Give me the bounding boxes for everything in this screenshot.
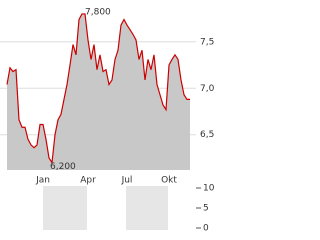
quarter-band <box>126 186 168 230</box>
quarter-band <box>43 186 87 230</box>
y-tick-label: 7,0 <box>200 84 215 94</box>
x-tick-label: Jan <box>35 176 50 186</box>
x-tick-label: Apr <box>80 176 96 186</box>
y-tick-label: 7,5 <box>200 37 214 47</box>
y-tick-label: 0 <box>203 224 209 233</box>
x-tick-label: Jul <box>121 176 133 186</box>
y-tick-label: 6,5 <box>200 130 214 140</box>
chart: 6,5 7,0 7,5 Jan Apr Jul Okt 7,800 6,200 0 5 10 <box>0 7 215 233</box>
min-annotation: 6,200 <box>50 162 76 172</box>
x-tick-label: Okt <box>161 176 177 186</box>
max-annotation: 7,800 <box>85 7 111 17</box>
y-tick-label: 10 <box>203 184 215 194</box>
area <box>7 13 190 170</box>
y-tick-label: 5 <box>203 204 209 214</box>
price-line <box>6 13 190 165</box>
